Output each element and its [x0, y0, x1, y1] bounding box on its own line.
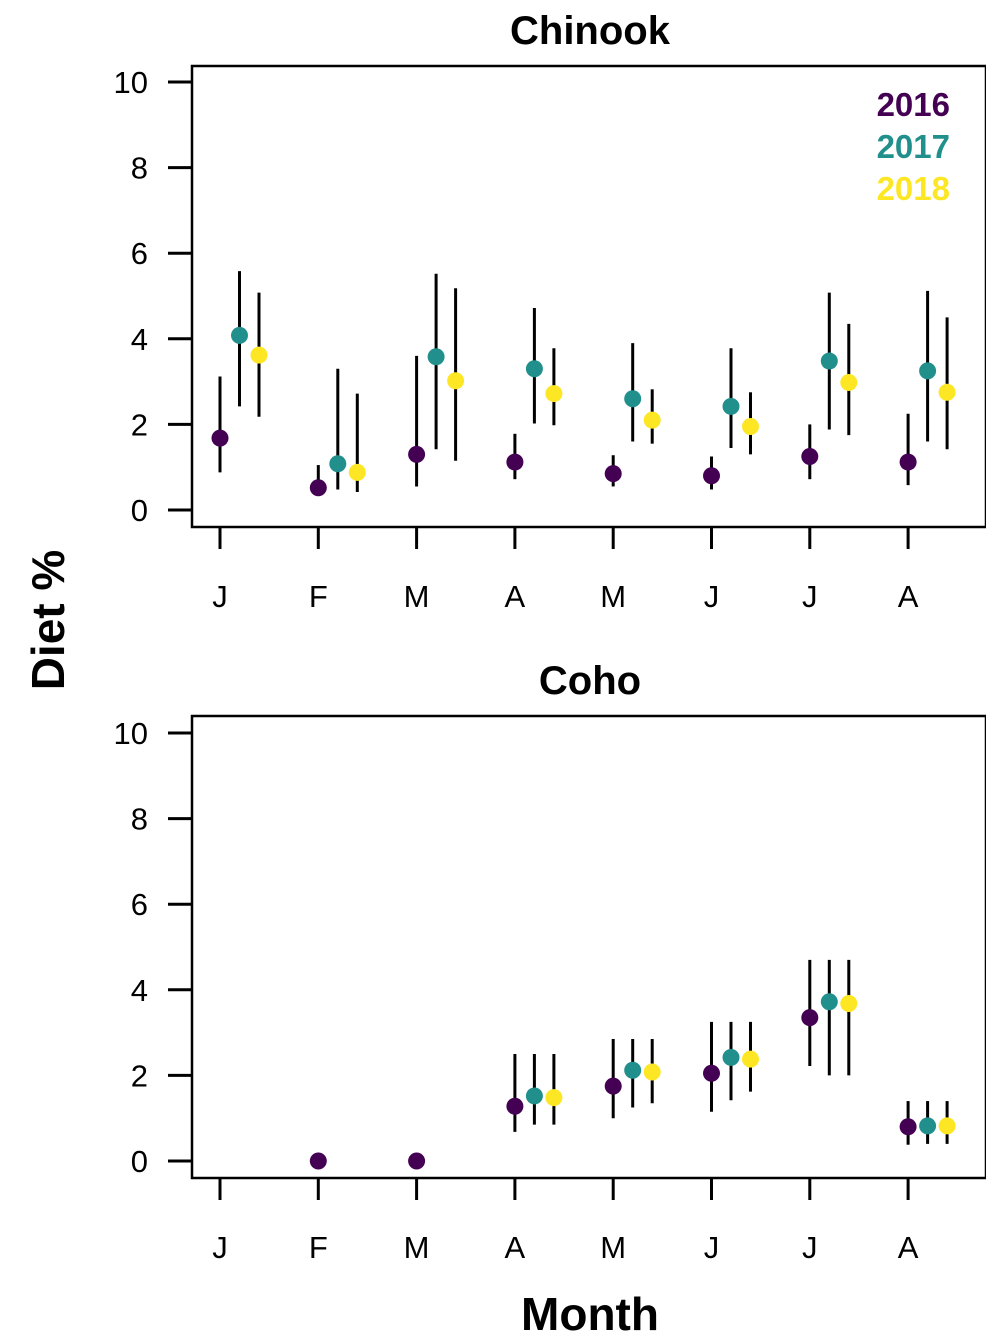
x-tick-label: A	[898, 579, 919, 614]
x-tick-label: J	[212, 1230, 228, 1265]
data-point	[643, 1063, 661, 1081]
data-point	[722, 1048, 740, 1066]
x-axis-title: Month	[521, 1288, 659, 1336]
data-point	[506, 453, 524, 471]
x-tick-label: A	[898, 1230, 919, 1265]
data-point	[938, 1117, 956, 1135]
data-point	[938, 383, 956, 401]
data-point	[545, 1089, 563, 1107]
data-point	[820, 352, 838, 370]
data-point	[408, 445, 426, 463]
data-point	[899, 453, 917, 471]
data-point	[545, 385, 563, 403]
data-point	[742, 1050, 759, 1068]
y-tick-label: 10	[114, 716, 148, 751]
y-tick-label: 10	[114, 65, 148, 100]
data-point	[801, 448, 819, 465]
data-point	[427, 348, 445, 366]
data-point	[309, 479, 327, 497]
data-point	[250, 346, 268, 364]
panel-title: Chinook	[510, 9, 671, 53]
y-tick-label: 2	[131, 407, 148, 442]
data-point	[211, 429, 229, 447]
data-point	[919, 362, 937, 380]
x-tick-label: J	[704, 579, 720, 614]
x-tick-label: J	[704, 1230, 720, 1265]
panel-title: Coho	[539, 659, 641, 703]
y-tick-label: 0	[131, 493, 148, 528]
y-tick-label: 4	[131, 322, 148, 357]
x-tick-label: A	[505, 1230, 526, 1265]
y-tick-label: 4	[131, 973, 148, 1008]
data-point	[604, 465, 622, 483]
x-tick-label: M	[404, 579, 430, 614]
data-point	[525, 1087, 543, 1105]
data-point	[309, 1152, 327, 1170]
data-point	[506, 1097, 524, 1115]
data-point	[840, 994, 858, 1012]
data-point	[840, 373, 858, 391]
data-point	[899, 1118, 917, 1136]
legend-entry: 2017	[877, 128, 950, 165]
x-tick-label: F	[309, 1230, 328, 1265]
y-tick-label: 8	[131, 802, 148, 837]
data-point	[348, 463, 366, 481]
data-point	[624, 390, 642, 408]
x-tick-label: M	[404, 1230, 430, 1265]
x-tick-label: J	[802, 579, 818, 614]
chart-panels: Chinook 0 2 4 6 8 10 J F M A M J J A 2016 2017 2018 Coho 0 2…	[114, 9, 986, 1265]
data-point	[231, 326, 248, 344]
x-tick-label: A	[505, 579, 526, 614]
y-tick-label: 0	[131, 1144, 148, 1179]
data-point	[820, 993, 838, 1011]
x-tick-label: M	[600, 579, 626, 614]
panel-chinook: Chinook 0 2 4 6 8 10 J F M A M J J A 2016 2017 2018	[114, 9, 986, 614]
data-point	[703, 1064, 720, 1082]
plot-frame	[190, 714, 986, 1180]
y-tick-label: 8	[131, 151, 148, 186]
data-point	[408, 1152, 426, 1170]
y-tick-label: 6	[131, 236, 148, 271]
panel-coho: Coho 0 2 4 6 8 10 J F M A M J J A	[114, 659, 986, 1265]
data-point	[604, 1077, 622, 1095]
data-point	[742, 418, 759, 436]
data-point	[643, 411, 661, 429]
y-tick-label: 6	[131, 887, 148, 922]
data-point	[329, 455, 347, 473]
y-axis-title: Diet %	[22, 550, 74, 691]
x-tick-label: M	[600, 1230, 626, 1265]
x-tick-label: J	[802, 1230, 818, 1265]
y-tick-label: 2	[131, 1058, 148, 1093]
data-point	[525, 360, 543, 378]
data-point	[722, 397, 740, 415]
x-tick-label: J	[212, 579, 228, 614]
plot-frame	[190, 64, 986, 529]
data-point	[624, 1061, 642, 1079]
data-point	[919, 1117, 937, 1135]
data-point	[703, 467, 720, 485]
data-point	[447, 372, 465, 390]
legend-entry: 2018	[877, 170, 950, 207]
x-tick-label: F	[309, 579, 328, 614]
data-point	[801, 1009, 819, 1027]
legend-entry: 2016	[877, 86, 950, 123]
